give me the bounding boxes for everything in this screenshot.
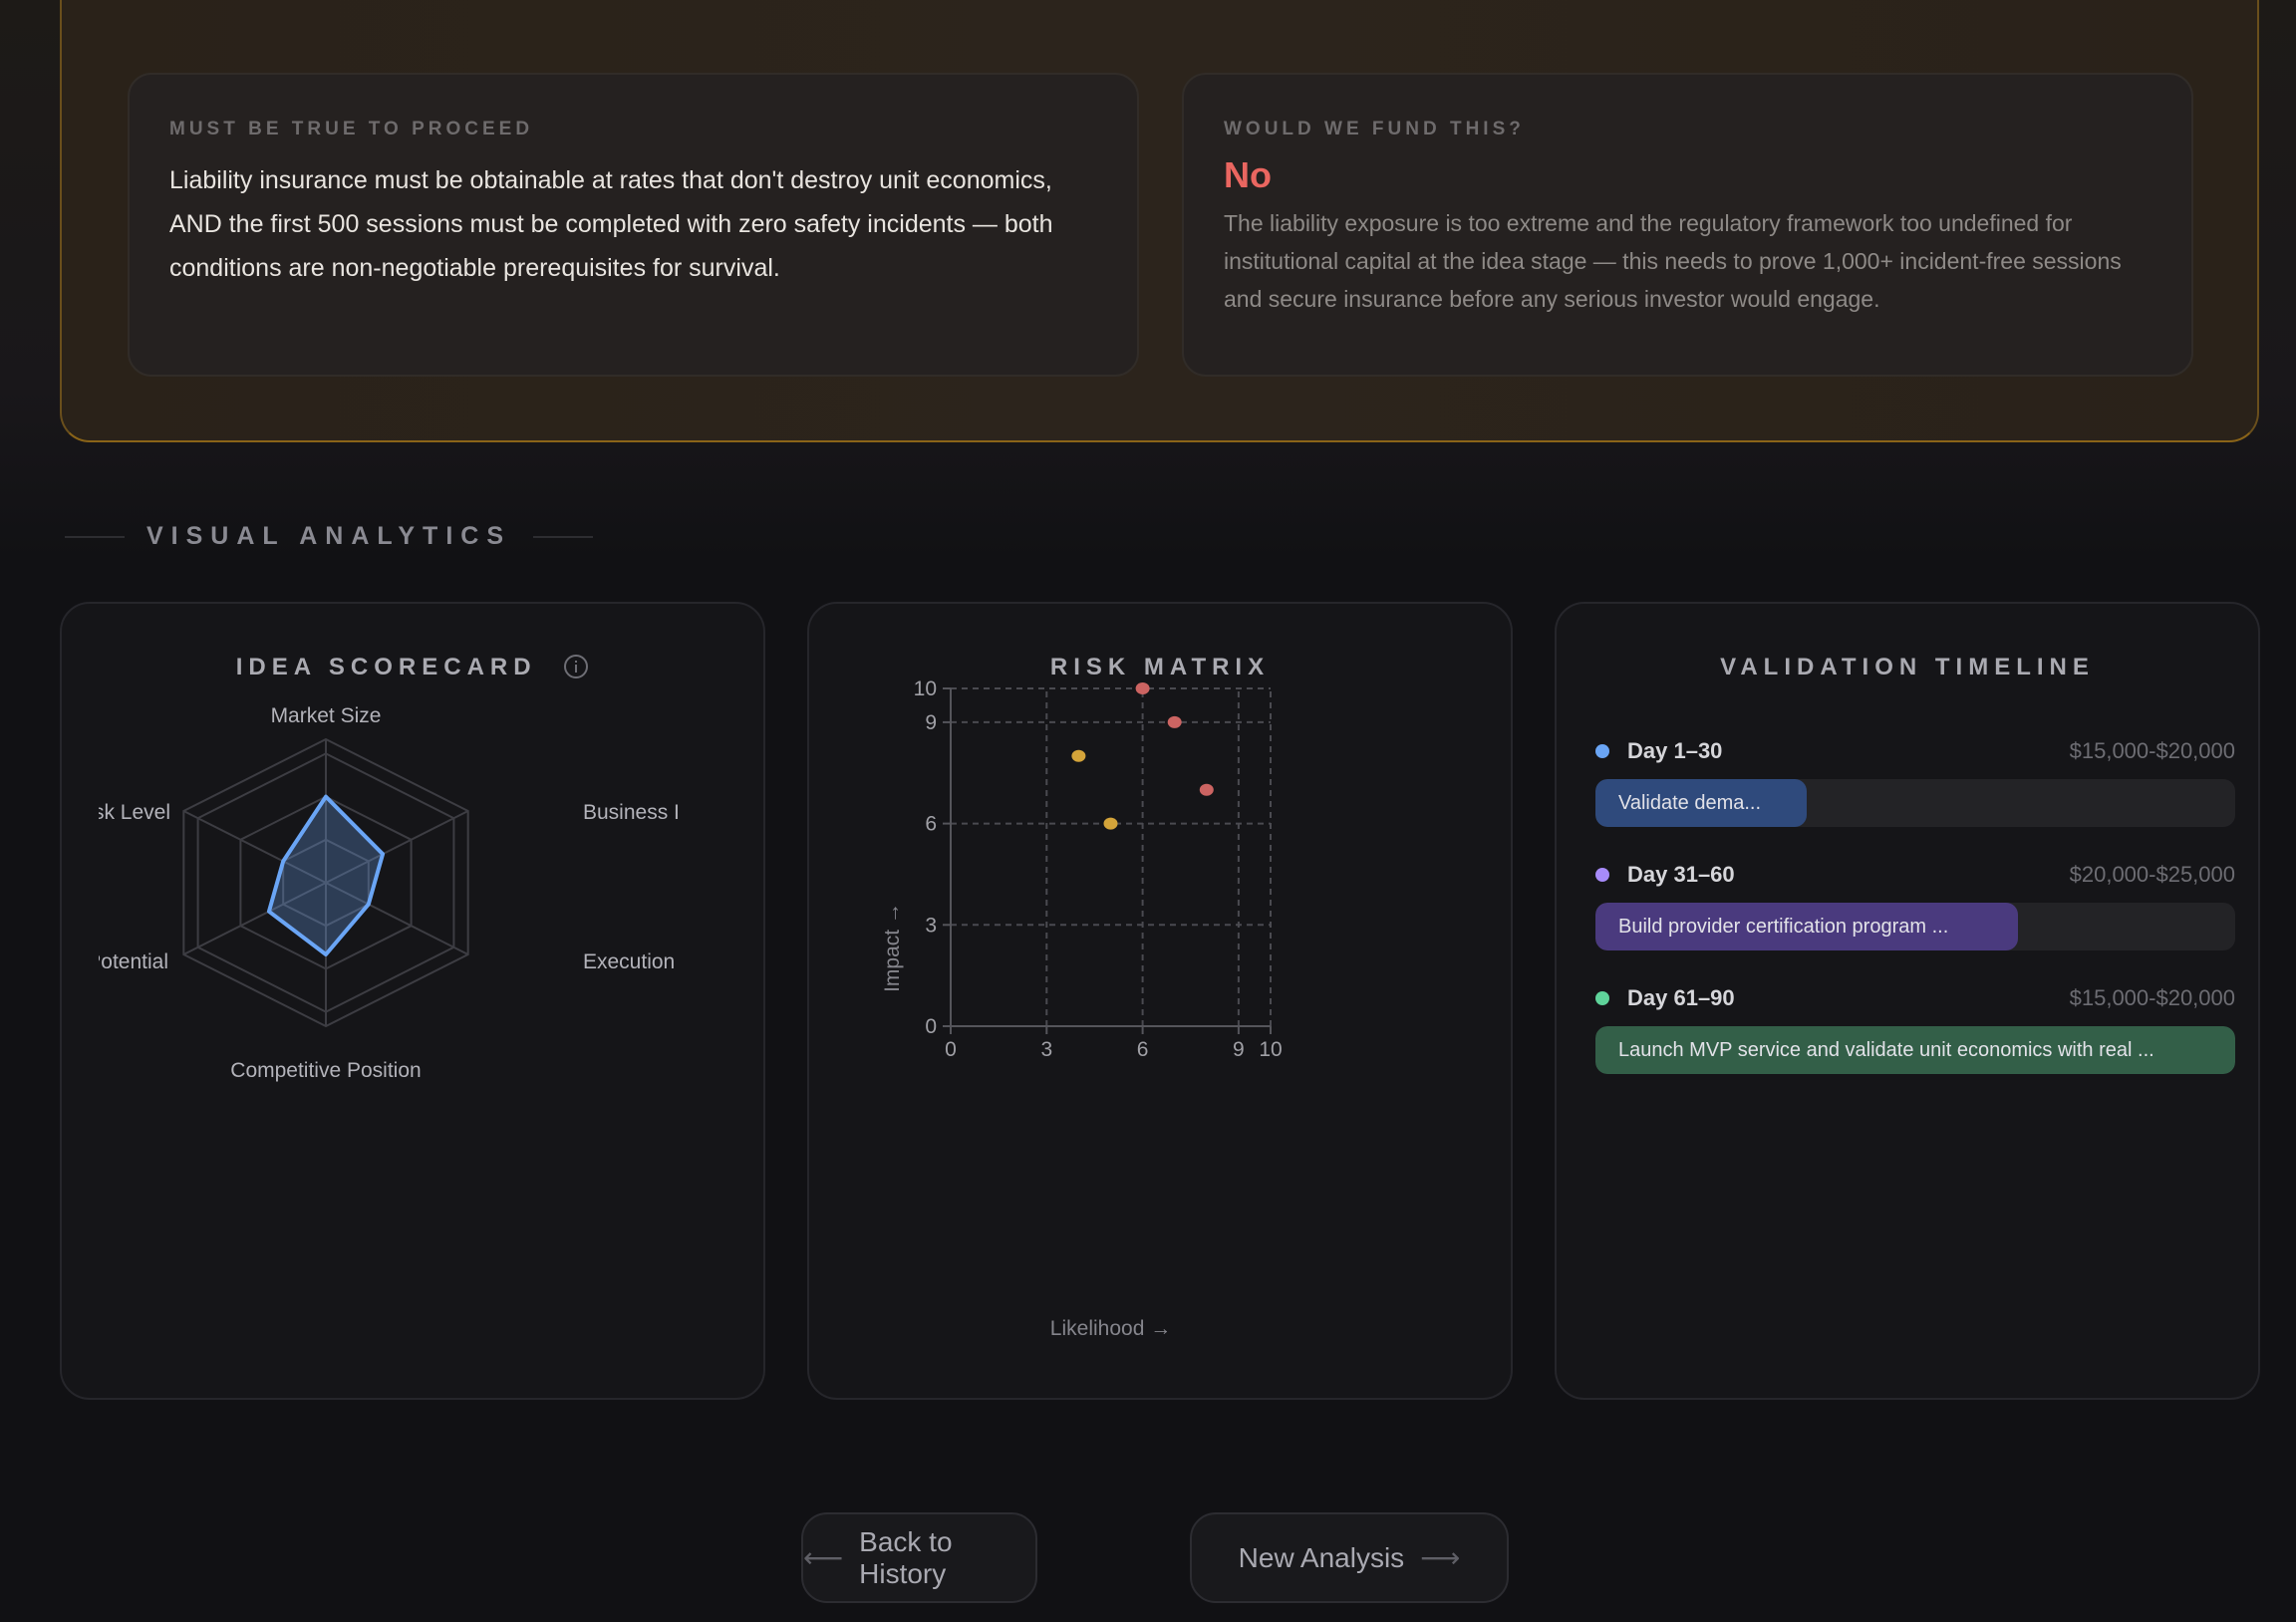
arrow-left-icon: ⟵ [803,1542,844,1573]
y-tick-label: 0 [925,1015,937,1038]
timeline-phase: Day 61–90 $15,000-$20,000 Launch MVP servi… [1595,984,2235,1074]
phase-dot-icon [1595,991,1609,1005]
x-tick-label: 3 [1040,1038,1052,1061]
validation-timeline-card: VALIDATION TIMELINE Day 1–30 $15,000-$20,… [1555,602,2260,1400]
x-axis-label: Likelihood → [1050,1317,1171,1340]
scorecard-title: IDEA SCORECARD [235,654,537,680]
risk-matrix-title: RISK MATRIX [1049,654,1271,680]
phase-dot-icon [1595,744,1609,758]
info-circle-icon[interactable] [563,654,589,679]
radar-spoke [325,810,469,884]
y-axis-label: Impact → [881,903,904,992]
phase-progress-bar: Build provider certification program ... [1595,903,2235,950]
phase-header: Day 31–60 $20,000-$25,000 [1595,861,2235,889]
divider [65,535,125,538]
must-be-true-card: MUST BE TRUE TO PROCEED Liability insura… [128,73,1139,377]
risk-point [1167,715,1182,728]
fund-card: WOULD WE FUND THIS? No The liability exp… [1182,73,2193,377]
fund-answer: No [1224,154,1272,195]
idea-scorecard-card: IDEA SCORECARD Market Size Business I Exec… [60,602,765,1400]
timeline-phase: Day 31–60 $20,000-$25,000 Build provider c… [1595,861,2235,950]
scatter-chart: 0 3 6 9 10 0 3 6 9 10 Likelihood → Impact → [881,677,1283,1340]
timeline-phase: Day 1–30 $15,000-$20,000 Validate dema... [1595,737,2235,827]
phase-amount: $15,000-$20,000 [2069,738,2235,763]
back-to-history-button[interactable]: ⟵ Back to History [801,1512,1037,1603]
phase-day: Day 61–90 [1627,985,1735,1010]
phase-amount: $15,000-$20,000 [2069,985,2235,1010]
must-be-true-text: Liability insurance must be obtainable a… [169,166,1053,282]
phase-amount: $20,000-$25,000 [2069,862,2235,887]
phase-task[interactable]: Launch MVP service and validate unit eco… [1595,1026,2235,1074]
radar-axis-label: Execution [583,950,675,973]
fund-text: The liability exposure is too extreme an… [1224,210,2122,312]
phase-progress-bar: Validate dema... [1595,779,2235,827]
y-tick-label: 10 [914,677,937,700]
phase-day: Day 1–30 [1627,738,1723,763]
section-title: VISUAL ANALYTICS [146,522,512,550]
divider [533,535,594,538]
radar-axis-label: Risk Level [99,801,170,824]
radar-axis-label: Business I [583,801,680,824]
x-tick-label: 10 [1259,1038,1282,1061]
y-tick-label: 3 [925,914,937,937]
risk-point [1071,749,1086,762]
must-be-true-label: MUST BE TRUE TO PROCEED [169,119,534,139]
radar-spoke [325,882,469,955]
risk-point [1103,817,1118,830]
card-title: IDEA SCORECARD [62,654,763,681]
x-tick-label: 6 [1137,1038,1149,1061]
phase-dot-icon [1595,868,1609,882]
new-label: New Analysis [1238,1541,1405,1573]
phase-task[interactable]: Validate dema... [1595,779,1807,827]
radar-chart: Market Size Business I Execution Competitiv… [99,704,680,1082]
section-header: VISUAL ANALYTICS [65,522,594,551]
risk-matrix-card: RISK MATRIX 0 3 6 9 10 0 3 6 9 10 Likelihood → Impa… [807,602,1513,1400]
y-tick-label: 6 [925,813,937,836]
phase-progress-bar: Launch MVP service and validate unit eco… [1595,1026,2235,1074]
radar-spoke [182,810,327,884]
phase-day: Day 31–60 [1627,862,1735,887]
phase-header: Day 61–90 $15,000-$20,000 [1595,984,2235,1012]
radar-axis-label: Potential [99,950,168,973]
arrow-right-icon: ⟶ [1420,1542,1461,1573]
new-analysis-button[interactable]: New Analysis ⟶ [1190,1512,1509,1603]
phase-task[interactable]: Build provider certification program ... [1595,903,2018,950]
x-tick-label: 9 [1233,1038,1245,1061]
fund-label: WOULD WE FUND THIS? [1224,119,1525,139]
risk-point [1135,682,1150,694]
risk-point [1199,783,1214,796]
radar-series [266,794,386,956]
radar-axis-label: Market Size [271,704,382,727]
timeline-title: VALIDATION TIMELINE [1720,654,2095,680]
radar-spoke [182,882,327,955]
radar-axis-label: Competitive Position [230,1059,421,1082]
back-label: Back to History [859,1525,953,1589]
y-tick-label: 9 [925,711,937,734]
x-tick-label: 0 [945,1038,957,1061]
phase-header: Day 1–30 $15,000-$20,000 [1595,737,2235,765]
